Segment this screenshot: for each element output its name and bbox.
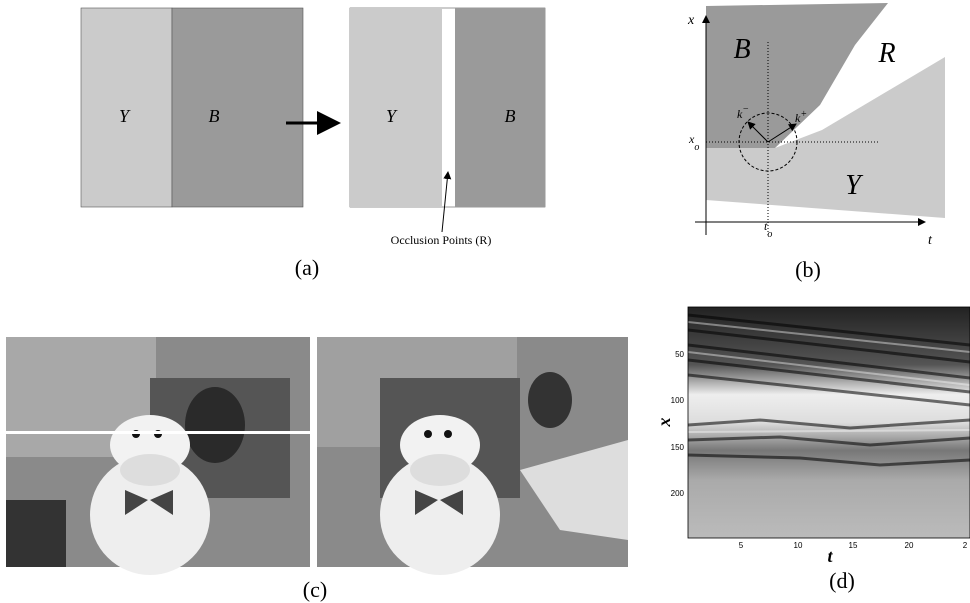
photo-right [317, 337, 628, 575]
region-b [172, 8, 303, 207]
subscript: o [694, 142, 699, 153]
panel-d: 50 100 150 200 5 10 15 20 2 x t (d) [654, 307, 970, 593]
region-b [455, 8, 545, 207]
panel-a: Y B Y B Occlusion Points (R) (a) [81, 8, 545, 280]
label: R [877, 38, 895, 69]
annotation: Occlusion Points (R) [391, 233, 492, 247]
x-tick-label: 20 [905, 541, 914, 550]
axis-label: x [687, 13, 695, 28]
label: xo [688, 132, 699, 153]
axis-label: t [928, 233, 933, 248]
panel-b: x t B R Y k− k+ xo to (b) [687, 3, 945, 282]
photo-left [6, 337, 310, 575]
figure: Y B Y B Occlusion Points (R) (a) x t B R… [0, 0, 970, 603]
caption: (a) [295, 255, 319, 280]
axis-label: x [654, 418, 674, 428]
label: B [733, 34, 750, 65]
label: B [505, 106, 516, 126]
x-tick-label: 10 [794, 541, 803, 550]
heatmap [688, 307, 970, 538]
axis-label: t [827, 546, 833, 566]
superscript: − [742, 104, 749, 115]
panel-c: (c) [6, 337, 628, 602]
caption: (d) [829, 568, 855, 593]
subscript: o [767, 229, 772, 240]
caption: (b) [795, 257, 821, 282]
x-tick-label: 2 [963, 541, 968, 550]
y-tick-label: 200 [671, 489, 685, 498]
x-tick-label: 5 [739, 541, 744, 550]
superscript: + [800, 109, 807, 120]
y-tick-label: 150 [671, 443, 685, 452]
x-tick-label: 15 [849, 541, 858, 550]
y-tick-label: 50 [675, 350, 684, 359]
y-tick-label: 100 [671, 396, 685, 405]
caption: (c) [303, 577, 327, 602]
label: B [209, 106, 220, 126]
